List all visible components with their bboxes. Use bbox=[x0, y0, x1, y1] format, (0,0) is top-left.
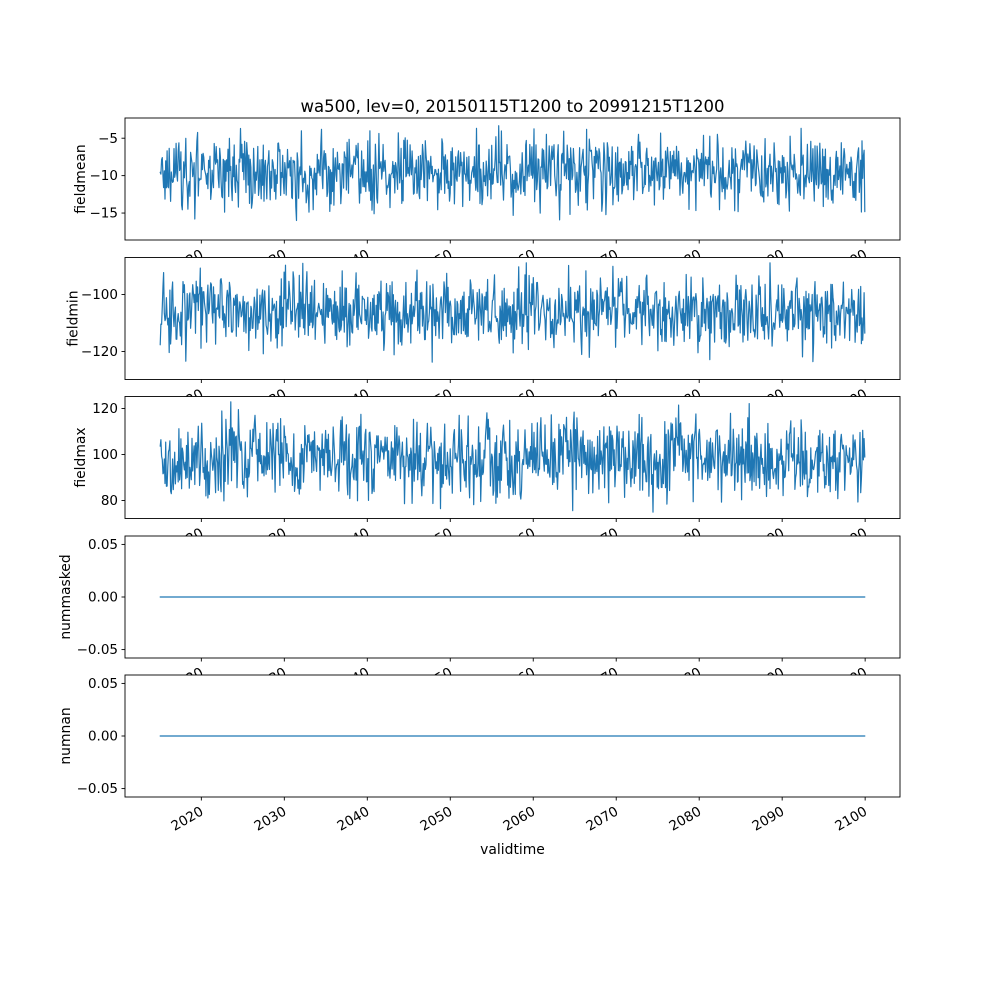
y-tick-label: 0.00 bbox=[88, 729, 118, 745]
y-tick-label: −120 bbox=[81, 344, 118, 360]
y-tick-label: 0.00 bbox=[88, 590, 118, 606]
y-tick-label: 100 bbox=[92, 447, 118, 463]
x-tick-label: 2090 bbox=[749, 804, 787, 835]
series-line-fieldmean bbox=[159, 125, 866, 222]
y-axis-label-fieldmax: fieldmax bbox=[73, 427, 89, 487]
x-tick-label: 2050 bbox=[418, 804, 456, 835]
y-tick-label: 120 bbox=[92, 401, 118, 417]
x-tick-label: 2100 bbox=[832, 804, 870, 835]
y-axis-label-fieldmean: fieldmean bbox=[73, 144, 89, 213]
subplot-fieldmean: −5−10−1520202030204020502060207020802090… bbox=[73, 117, 901, 278]
axes-frame bbox=[124, 117, 901, 241]
axes-frame bbox=[124, 257, 901, 380]
x-tick-label: 2080 bbox=[666, 804, 704, 835]
y-tick-label: −5 bbox=[98, 131, 118, 147]
x-tick-label: 2040 bbox=[335, 804, 373, 835]
y-tick-label: −10 bbox=[90, 168, 119, 184]
figure-title: wa500, lev=0, 20150115T1200 to 20991215T… bbox=[300, 97, 725, 116]
x-axis-label: validtime bbox=[480, 842, 545, 858]
axes-frame bbox=[124, 396, 901, 519]
y-axis-label-nummasked: nummasked bbox=[58, 554, 74, 639]
x-tick-label: 2070 bbox=[583, 804, 621, 835]
y-tick-label: −0.05 bbox=[77, 781, 118, 797]
x-tick-label: 2030 bbox=[252, 804, 290, 835]
y-tick-label: 0.05 bbox=[88, 676, 118, 692]
subplot-fieldmin: −100−12020202030204020502060207020802090… bbox=[66, 257, 901, 417]
y-tick-label: −0.05 bbox=[77, 642, 118, 658]
subplot-numnan: 0.05 0.00 −0.05 2020 2030 2040 2050 2060 2070 208… bbox=[58, 674, 901, 835]
x-tick-label: 2060 bbox=[500, 804, 538, 835]
series-line-fieldmax bbox=[159, 401, 866, 513]
y-axis-label-numnan: numnan bbox=[58, 707, 74, 764]
series-line-fieldmin bbox=[159, 262, 866, 363]
x-tick-label: 2020 bbox=[169, 804, 207, 835]
y-tick-label: 80 bbox=[101, 493, 118, 509]
y-axis-label-fieldmin: fieldmin bbox=[66, 290, 82, 346]
y-tick-label: 0.05 bbox=[88, 537, 118, 553]
y-tick-label: −100 bbox=[81, 287, 118, 303]
subplot-fieldmax: 1201008020202030204020502060207020802090… bbox=[73, 396, 901, 556]
y-tick-label: −15 bbox=[90, 206, 119, 222]
subplot-nummasked: 0.050.00−0.05202020302040205020602070208… bbox=[58, 535, 901, 696]
axes-background bbox=[125, 396, 900, 519]
